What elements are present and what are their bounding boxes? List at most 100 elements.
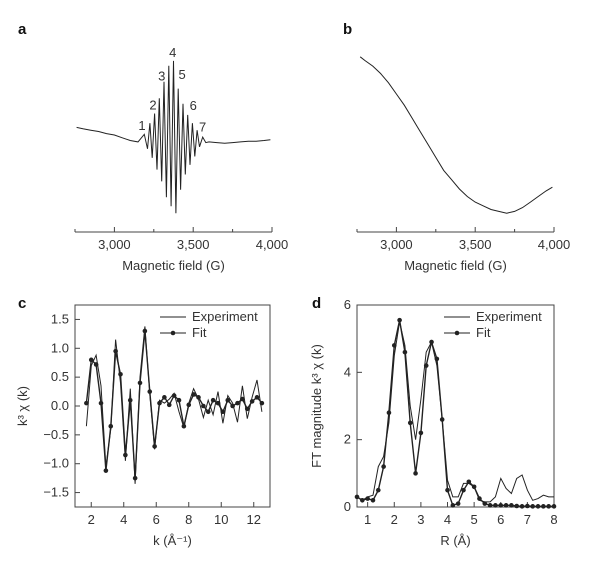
plot-frame bbox=[356, 304, 555, 508]
data-point bbox=[525, 503, 530, 509]
data-point bbox=[127, 397, 133, 403]
y-tick-label: 1.0 bbox=[51, 340, 69, 355]
data-point bbox=[235, 400, 240, 406]
data-point bbox=[386, 410, 392, 416]
data-point bbox=[249, 399, 255, 404]
data-point bbox=[466, 479, 472, 485]
data-point bbox=[196, 395, 201, 400]
data-point bbox=[191, 392, 196, 397]
peak-label: 6 bbox=[190, 98, 197, 113]
y-tick-label: 1.5 bbox=[51, 311, 69, 326]
data-point bbox=[381, 464, 386, 469]
series-line-experiment bbox=[357, 321, 554, 503]
series-line-fit bbox=[357, 319, 554, 507]
data-point bbox=[103, 468, 109, 473]
legend-label: Fit bbox=[192, 325, 207, 340]
data-point bbox=[461, 487, 466, 493]
peak-label: 3 bbox=[158, 68, 165, 83]
data-point bbox=[171, 393, 177, 398]
data-point bbox=[455, 501, 461, 506]
data-point bbox=[546, 504, 551, 509]
y-axis-label: k³ χ (k) bbox=[15, 386, 30, 426]
data-point bbox=[132, 475, 138, 481]
peak-label: 4 bbox=[169, 45, 176, 60]
data-point bbox=[471, 484, 477, 490]
data-point bbox=[407, 420, 413, 426]
data-point bbox=[186, 402, 192, 408]
x-tick-label: 4 bbox=[444, 512, 451, 527]
series-line-experiment bbox=[85, 326, 263, 484]
data-point bbox=[519, 504, 525, 509]
data-point bbox=[259, 400, 265, 406]
panel-label: d bbox=[312, 295, 321, 312]
data-point bbox=[98, 400, 104, 406]
data-point bbox=[354, 494, 360, 500]
y-tick-label: −1.5 bbox=[43, 485, 69, 500]
data-point bbox=[220, 409, 226, 415]
data-point bbox=[88, 357, 94, 363]
data-point bbox=[450, 503, 456, 508]
y-tick-label: −1.0 bbox=[43, 456, 69, 471]
y-tick-label: 6 bbox=[344, 297, 351, 312]
data-point bbox=[157, 400, 162, 406]
panel-label: c bbox=[18, 295, 26, 312]
data-point bbox=[530, 504, 536, 509]
legend-label: Experiment bbox=[192, 309, 258, 324]
data-point bbox=[429, 339, 434, 345]
series-line-0 bbox=[76, 60, 271, 214]
plot-frame bbox=[74, 304, 271, 508]
data-point bbox=[418, 430, 424, 436]
data-point bbox=[503, 503, 509, 508]
data-point bbox=[493, 503, 498, 508]
panel-c: c 2 4 6 8 10 12 1.5 1.0 0.5 0.0 −0.5 −1.0 −1.5 k (Å⁻¹)… bbox=[15, 295, 271, 548]
data-point bbox=[434, 356, 440, 362]
x-tick-label: 3,500 bbox=[177, 237, 210, 252]
data-point bbox=[118, 371, 123, 377]
data-point bbox=[375, 487, 381, 493]
x-tick-label: 2 bbox=[88, 512, 95, 527]
x-axis-label: R (Å) bbox=[440, 533, 470, 548]
legend-label: Experiment bbox=[476, 309, 542, 324]
y-tick-label: 0 bbox=[344, 499, 351, 514]
data-point bbox=[509, 503, 514, 508]
data-point bbox=[230, 403, 235, 409]
y-tick-label: 0.5 bbox=[51, 369, 69, 384]
data-point bbox=[244, 406, 250, 412]
data-point bbox=[93, 362, 99, 367]
data-point bbox=[498, 503, 504, 508]
data-point bbox=[541, 504, 546, 509]
x-tick-label: 4,000 bbox=[538, 237, 571, 252]
x-tick-label: 8 bbox=[185, 512, 192, 527]
peak-label: 7 bbox=[199, 120, 206, 135]
data-point bbox=[402, 349, 408, 355]
y-tick-label: −0.5 bbox=[43, 427, 69, 442]
data-point bbox=[397, 317, 402, 323]
y-tick-label: 4 bbox=[344, 364, 351, 379]
data-point bbox=[535, 504, 541, 509]
data-point bbox=[413, 471, 418, 476]
x-tick-label: 10 bbox=[214, 512, 228, 527]
data-point bbox=[477, 496, 482, 501]
data-point bbox=[181, 423, 187, 429]
series-line-fit bbox=[85, 330, 263, 479]
legend-label: Fit bbox=[476, 325, 491, 340]
x-axis-label: Magnetic field (G) bbox=[122, 258, 225, 273]
data-point bbox=[514, 503, 520, 509]
x-axis-label: Magnetic field (G) bbox=[404, 258, 507, 273]
data-point bbox=[551, 504, 557, 509]
data-point bbox=[166, 402, 172, 408]
x-tick-label: 3,500 bbox=[459, 237, 492, 252]
data-point bbox=[147, 389, 153, 394]
data-point bbox=[123, 452, 128, 458]
x-tick-label: 8 bbox=[550, 512, 557, 527]
data-point bbox=[205, 409, 211, 415]
panel-b: b 3,000 3,500 4,000 Magnetic field (G) bbox=[343, 21, 570, 273]
data-point bbox=[445, 487, 450, 493]
x-tick-label: 3,000 bbox=[98, 237, 131, 252]
peak-label: 2 bbox=[149, 97, 156, 112]
x-tick-label: 3,000 bbox=[380, 237, 413, 252]
data-point bbox=[162, 395, 167, 400]
data-point bbox=[152, 444, 157, 449]
data-point bbox=[84, 400, 89, 406]
